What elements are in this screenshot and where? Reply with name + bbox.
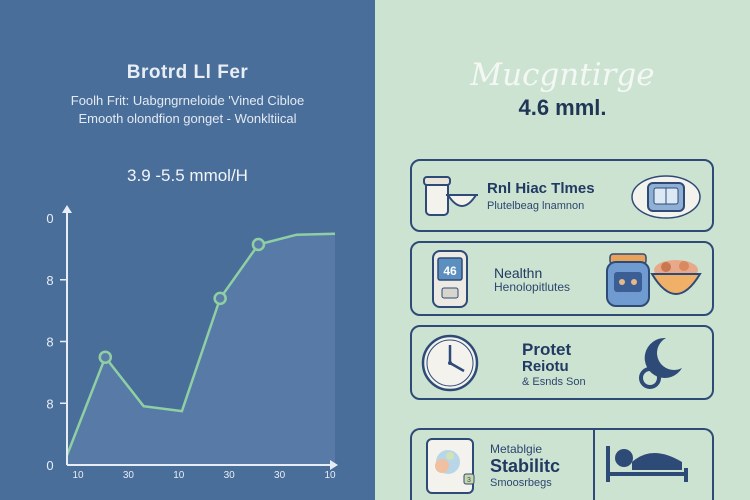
food-package-icon: 3: [426, 438, 475, 494]
x-tick-label: 10: [72, 470, 84, 480]
card4-title2: Stabilitc: [490, 456, 561, 476]
x-axis-arrow: [330, 460, 338, 470]
y-tick-label: 0: [46, 211, 53, 226]
card2-subtitle: Henolopitlutes: [494, 280, 571, 294]
left-subtitle-line1: Foolh Frit: Uabgngrneloide 'Vined Cibloe: [70, 93, 305, 108]
moon-sleep-icon: [639, 337, 682, 389]
card2-title: Nealthn: [494, 265, 543, 281]
glucose-meter-icon: [631, 175, 701, 219]
y-tick-label: 8: [46, 396, 53, 411]
left-subtitle-line2: Emooth olondfion gonget - Wonkltiical: [78, 111, 297, 126]
food-containers-icon: [423, 176, 478, 216]
card1-title: Rnl Hiac Tlmes: [487, 180, 595, 197]
info-card-meal-times[interactable]: [410, 159, 714, 232]
info-card-protein[interactable]: [410, 325, 714, 400]
info-card-stability[interactable]: [410, 428, 714, 500]
chart-area: [67, 233, 335, 465]
y-axis-arrow: [62, 205, 72, 213]
y-axis-ticks: 0 8 8 8 0: [46, 211, 67, 473]
chart-points: [98, 237, 266, 364]
card3-subtitle2: & Esnds Son: [522, 376, 586, 388]
y-tick-label: 8: [46, 273, 53, 288]
right-value: 4.6 mml.: [518, 95, 607, 120]
target-range: 3.9 -5.5 mmol/H: [127, 166, 248, 185]
right-panel: [375, 0, 750, 500]
info-card-health[interactable]: [410, 241, 714, 316]
right-title: Mucgntirge: [470, 57, 655, 93]
left-title: Brotrd Ll Fer: [126, 62, 249, 83]
card3-subtitle: Reiotu: [522, 358, 569, 375]
chart-point: [98, 350, 113, 364]
sleeping-person-icon: [606, 446, 688, 482]
svg-text:46: 46: [443, 264, 457, 278]
glucose-monitor-icon: 46: [432, 250, 468, 308]
y-tick-label: 8: [46, 335, 53, 350]
food-bowl-icon: [650, 260, 702, 295]
glucose-chart: 0 8 8 8 0 10 30 10 30 30 10: [46, 205, 338, 480]
card4-subtitle: Smoosrbegs: [490, 477, 552, 489]
x-tick-label: 30: [274, 470, 286, 480]
x-tick-label: 10: [173, 470, 185, 480]
card3-title: Protet: [522, 340, 572, 359]
jar-icon: [606, 253, 650, 307]
card4-title: Metablgie: [490, 442, 543, 456]
x-tick-label: 30: [123, 470, 135, 480]
clock-icon: [421, 334, 479, 392]
y-tick-label: 0: [46, 458, 53, 473]
chart-point: [213, 291, 227, 306]
card4-divider: [593, 430, 595, 500]
x-tick-label: 30: [224, 470, 236, 480]
card1-subtitle: Plutelbeag lnamnon: [487, 200, 585, 212]
card4-icon-label: 3: [467, 477, 471, 484]
chart-line: [65, 232, 336, 456]
chart-point: [251, 237, 266, 252]
x-tick-label: 10: [324, 470, 336, 480]
x-axis-ticks: 10 30 10 30 30 10: [72, 470, 336, 480]
